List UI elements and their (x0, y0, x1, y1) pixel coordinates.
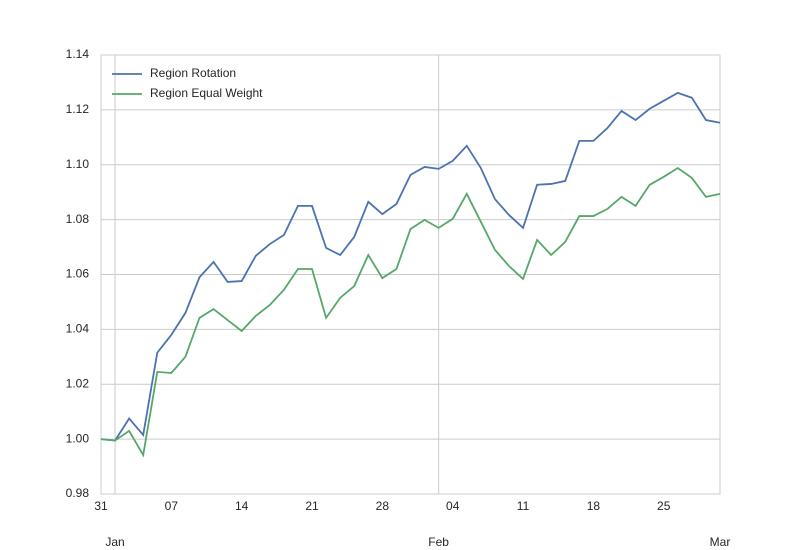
x-tick-label: 25 (657, 499, 671, 513)
x-tick-label: 31 (94, 499, 108, 513)
x-tick-label: 21 (305, 499, 319, 513)
legend-label: Region Equal Weight (150, 86, 263, 100)
legend-label: Region Rotation (150, 66, 236, 80)
x-tick-label: 11 (517, 499, 530, 513)
y-tick-label: 1.02 (66, 376, 90, 390)
y-tick-label: 0.98 (66, 486, 90, 500)
y-tick-label: 1.00 (66, 431, 90, 445)
x-tick-label: 28 (376, 499, 390, 513)
y-tick-label: 1.08 (66, 212, 90, 226)
y-tick-label: 1.10 (66, 157, 90, 171)
y-tick-label: 1.04 (66, 322, 90, 336)
x-tick-label: 18 (587, 499, 601, 513)
y-tick-label: 1.12 (66, 102, 90, 116)
line-series (100, 91, 721, 442)
x-tick-label: 07 (165, 499, 179, 513)
x-tick-label: 14 (235, 499, 249, 513)
x-major-tick-label: Mar (710, 535, 731, 549)
y-tick-label: 1.14 (66, 47, 90, 61)
x-major-tick-label: Jan (105, 535, 124, 549)
y-tick-label: 1.06 (66, 267, 90, 281)
x-major-tick-label: Feb (428, 535, 449, 549)
x-tick-label: 04 (446, 499, 460, 513)
line-series (100, 166, 721, 458)
